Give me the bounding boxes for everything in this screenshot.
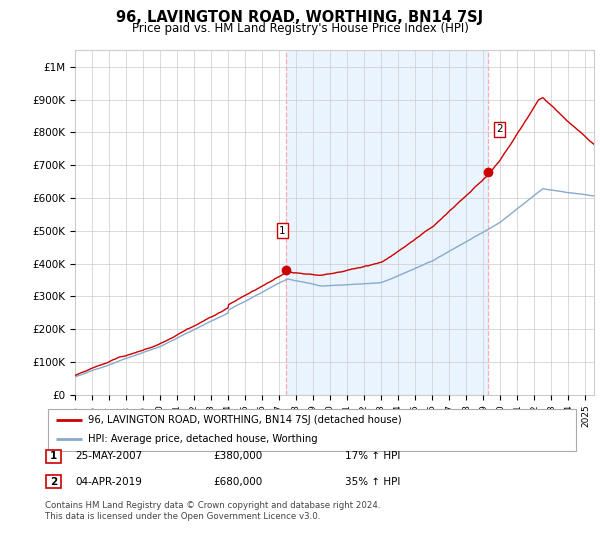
Text: 96, LAVINGTON ROAD, WORTHING, BN14 7SJ (detached house): 96, LAVINGTON ROAD, WORTHING, BN14 7SJ (… [88, 415, 401, 425]
Text: £380,000: £380,000 [213, 451, 262, 461]
FancyBboxPatch shape [48, 409, 576, 451]
Text: Contains HM Land Registry data © Crown copyright and database right 2024.
This d: Contains HM Land Registry data © Crown c… [45, 501, 380, 521]
Text: Price paid vs. HM Land Registry's House Price Index (HPI): Price paid vs. HM Land Registry's House … [131, 22, 469, 35]
Text: 25-MAY-2007: 25-MAY-2007 [75, 451, 142, 461]
FancyBboxPatch shape [46, 450, 61, 463]
Text: 17% ↑ HPI: 17% ↑ HPI [345, 451, 400, 461]
Text: 1: 1 [50, 451, 57, 461]
Text: 96, LAVINGTON ROAD, WORTHING, BN14 7SJ: 96, LAVINGTON ROAD, WORTHING, BN14 7SJ [116, 10, 484, 25]
Bar [286, 50, 488, 395]
Text: HPI: Average price, detached house, Worthing: HPI: Average price, detached house, Wort… [88, 435, 317, 445]
Text: 35% ↑ HPI: 35% ↑ HPI [345, 477, 400, 487]
Text: 2: 2 [50, 477, 57, 487]
Text: £680,000: £680,000 [213, 477, 262, 487]
Text: 04-APR-2019: 04-APR-2019 [75, 477, 142, 487]
Text: 1: 1 [279, 226, 286, 236]
Text: 2: 2 [496, 124, 503, 134]
FancyBboxPatch shape [46, 475, 61, 488]
